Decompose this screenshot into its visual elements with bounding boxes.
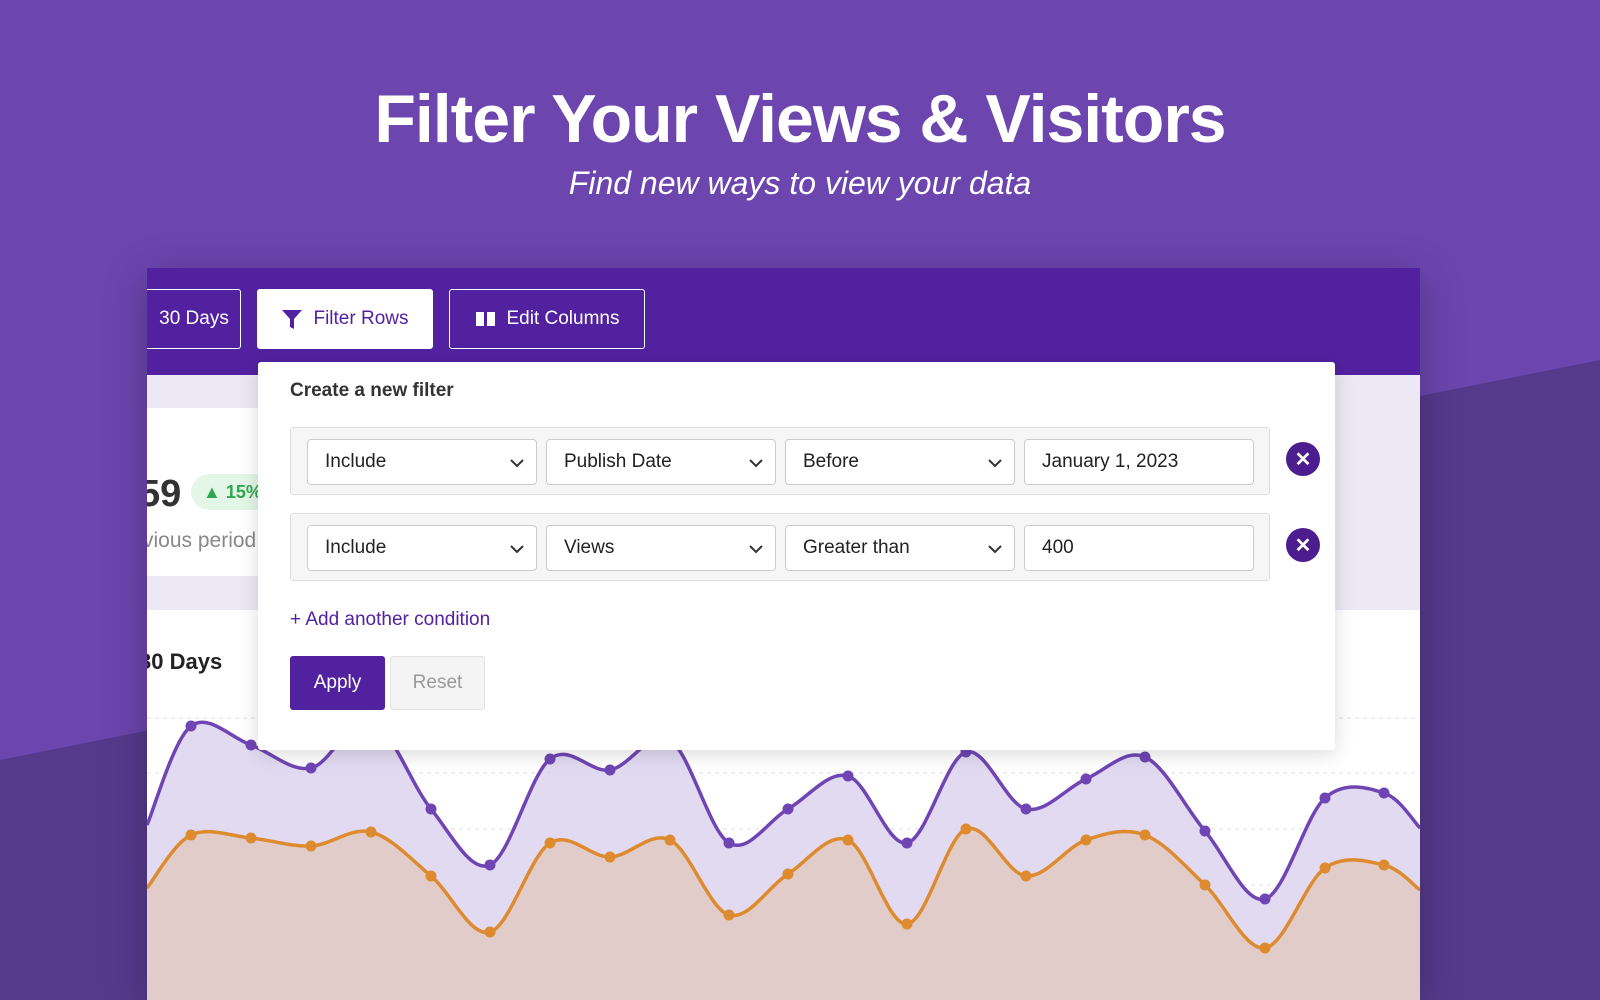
- filter-dropdown: Create a new filter Include Publish Date B…: [258, 362, 1335, 750]
- point: [425, 803, 437, 815]
- chevron: [510, 545, 524, 554]
- change-value: 15%: [225, 481, 262, 502]
- point: [305, 840, 317, 852]
- point: [1199, 879, 1211, 891]
- condition-row: Include Publish Date Before January 1, 2023: [290, 427, 1270, 495]
- point: [1020, 870, 1032, 882]
- point: [604, 851, 616, 863]
- point: [544, 837, 556, 849]
- point: [1020, 803, 1032, 815]
- condition-row: Include Views Greater than 400: [290, 513, 1270, 581]
- point: [1139, 751, 1151, 763]
- point: [1319, 862, 1331, 874]
- stat-value: 59: [147, 473, 182, 515]
- field-value: Publish Date: [564, 451, 672, 472]
- point: [305, 762, 317, 774]
- chart-heading: 30 Days: [147, 649, 223, 674]
- point: [365, 826, 377, 838]
- filter-label: Filter Rows: [313, 308, 409, 329]
- point: [960, 823, 972, 835]
- chevron: [510, 459, 524, 468]
- field-value: Views: [564, 537, 615, 558]
- point: [1139, 829, 1151, 841]
- point: [245, 739, 257, 751]
- columns-button[interactable]: Edit Columns: [449, 289, 645, 349]
- point: [544, 753, 556, 765]
- point: [842, 770, 854, 782]
- point: [604, 764, 616, 776]
- point: [1080, 834, 1092, 846]
- chevron: [988, 545, 1002, 554]
- reset-button[interactable]: Reset: [390, 656, 485, 710]
- funnel-icon: [282, 310, 303, 329]
- point: [1378, 787, 1390, 799]
- columns-icon: [475, 312, 495, 326]
- select[interactable]: Before: [785, 439, 1015, 485]
- point: [901, 837, 913, 849]
- point: [1199, 825, 1211, 837]
- remove-button[interactable]: ✕: [1286, 528, 1320, 562]
- point: [1378, 859, 1390, 871]
- field-value: Include: [325, 537, 387, 558]
- field-value: January 1, 2023: [1042, 451, 1179, 472]
- point: [842, 834, 854, 846]
- select[interactable]: Greater than: [785, 525, 1015, 571]
- headline: Filter Your Views & Visitors: [374, 81, 1226, 157]
- text-input[interactable]: January 1, 2023: [1024, 439, 1254, 485]
- point: [782, 868, 794, 880]
- point: [1259, 893, 1271, 905]
- filter-button[interactable]: Filter Rows: [257, 289, 433, 349]
- range-button[interactable]: 30 Days: [147, 289, 241, 349]
- chevron: [749, 459, 763, 468]
- compare-text: vious period: [147, 529, 257, 552]
- point: [185, 829, 197, 841]
- point: [484, 859, 496, 871]
- chevron: [749, 545, 763, 554]
- field-value: Greater than: [803, 537, 910, 558]
- point: [1259, 942, 1271, 954]
- point: [664, 834, 676, 846]
- text-input[interactable]: 400: [1024, 525, 1254, 571]
- apply-button[interactable]: Apply: [290, 656, 385, 710]
- add-condition[interactable]: + Add another condition: [290, 609, 491, 630]
- select[interactable]: Publish Date: [546, 439, 776, 485]
- point: [723, 909, 735, 921]
- point: [484, 926, 496, 938]
- field-value: Before: [803, 451, 859, 472]
- field-value: 400: [1042, 537, 1074, 558]
- select[interactable]: Include: [307, 525, 537, 571]
- point: [185, 720, 197, 732]
- columns-label: Edit Columns: [506, 308, 620, 329]
- range-label: 30 Days: [159, 308, 229, 329]
- point: [1080, 773, 1092, 785]
- select[interactable]: Views: [546, 525, 776, 571]
- point: [425, 870, 437, 882]
- chevron: [988, 459, 1002, 468]
- point: [782, 803, 794, 815]
- point: [1319, 792, 1331, 804]
- point: [245, 832, 257, 844]
- background-chart: [147, 714, 1420, 1000]
- point: [723, 837, 735, 849]
- subheadline: Find new ways to view your data: [568, 165, 1032, 201]
- point: [901, 918, 913, 930]
- area: [147, 828, 1420, 1000]
- field-value: Include: [325, 451, 387, 472]
- filter-title: Create a new filter: [290, 380, 454, 401]
- select[interactable]: Include: [307, 439, 537, 485]
- remove-button[interactable]: ✕: [1286, 442, 1320, 476]
